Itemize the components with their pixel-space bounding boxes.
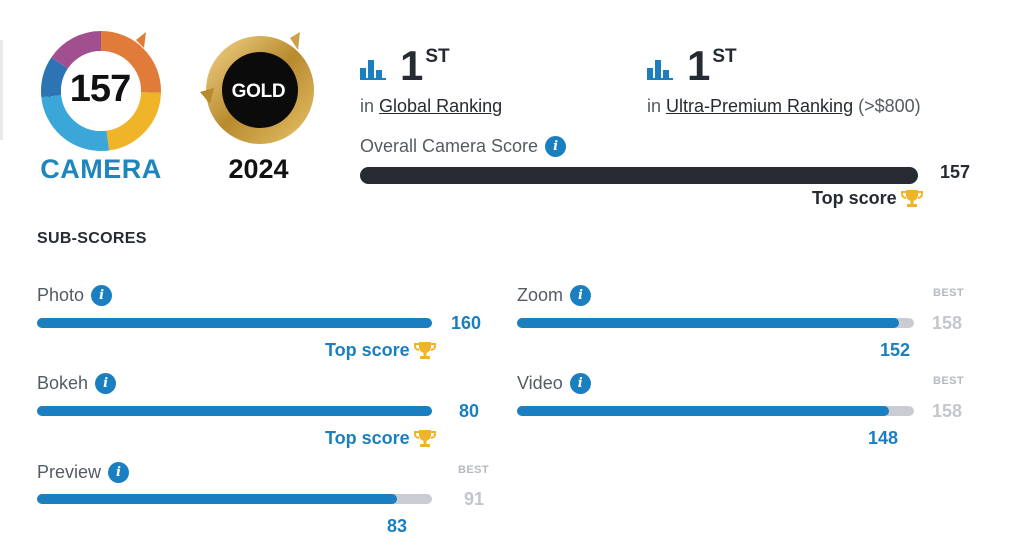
best-value: 91: [464, 489, 485, 509]
bar-chart-icon: [360, 60, 386, 80]
overall-score-text: Overall Camera Score: [360, 136, 539, 156]
subscore-video: Video i BEST 158 148: [517, 373, 977, 453]
trophy-icon: [900, 189, 923, 207]
overall-top-score-label: Top score: [812, 188, 897, 208]
global-rank-prefix: in: [360, 96, 375, 116]
overall-top-score: Top score: [812, 188, 923, 209]
subscore-label-text: Zoom: [517, 285, 564, 305]
gold-badge: GOLD 2024: [196, 30, 321, 190]
subscore-value: 152: [880, 340, 911, 360]
left-edge-divider: [0, 40, 3, 140]
subscore-bokeh: Bokeh i 80 Top score: [37, 373, 497, 453]
subscore-label: Zoom i: [517, 285, 592, 306]
subscore-bar-track: [517, 318, 914, 328]
subscore-photo: Photo i 160 Top score: [37, 285, 497, 365]
subscore-bar-fill: [37, 318, 432, 328]
gold-label: GOLD: [231, 81, 286, 102]
info-icon[interactable]: i: [570, 285, 592, 306]
best-tag: BEST: [933, 287, 964, 299]
ultra-premium-price-note: (>$800): [858, 96, 921, 116]
ultra-premium-rank-prefix: in: [647, 96, 662, 116]
subscore-zoom: Zoom i BEST 158 152: [517, 285, 977, 365]
subscore-label-text: Photo: [37, 285, 85, 305]
info-icon[interactable]: i: [545, 136, 567, 157]
subscore-top-score: Top score: [325, 340, 436, 361]
best-value: 158: [932, 313, 963, 333]
subscore-value: 148: [868, 428, 899, 448]
gold-medal-icon: [200, 32, 314, 144]
subscore-label-text: Preview: [37, 462, 102, 482]
subscore-label: Photo i: [37, 285, 113, 306]
subscore-value: 160: [451, 313, 482, 333]
subscore-label: Bokeh i: [37, 373, 117, 394]
top-score-label: Top score: [325, 428, 410, 448]
subscore-label: Video i: [517, 373, 591, 394]
global-ranking: 1 ST in Global Ranking: [360, 44, 502, 117]
camera-label: CAMERA: [40, 154, 162, 184]
best-tag: BEST: [933, 375, 964, 387]
info-icon[interactable]: i: [95, 373, 117, 394]
overall-score-label: Overall Camera Score i: [360, 136, 567, 157]
subscores-title: SUB-SCORES: [37, 230, 147, 247]
best-value: 158: [932, 401, 963, 421]
subscore-value: 80: [459, 401, 480, 421]
info-icon[interactable]: i: [91, 285, 113, 306]
ultra-premium-rank-number: 1: [687, 42, 711, 89]
bar-chart-icon: [647, 60, 673, 80]
subscore-bar-fill: [517, 318, 899, 328]
subscore-bar-track: [37, 318, 432, 328]
gold-year: 2024: [228, 154, 289, 184]
subscore-bar-track: [37, 406, 432, 416]
ultra-premium-rank-suffix: ST: [712, 46, 737, 67]
global-ranking-link[interactable]: Global Ranking: [379, 96, 503, 116]
info-icon[interactable]: i: [569, 373, 591, 394]
subscore-preview: Preview i BEST 91 83: [37, 462, 497, 542]
trophy-icon: [413, 341, 436, 359]
top-score-label: Top score: [325, 340, 410, 360]
subscore-top-score: Top score: [325, 428, 436, 449]
subscore-label-text: Video: [517, 373, 563, 393]
trophy-icon: [413, 429, 436, 447]
subscore-bar-track: [37, 494, 432, 504]
global-rank-suffix: ST: [425, 46, 450, 67]
overall-score-value: 157: [939, 162, 970, 182]
camera-ring-icon: [41, 31, 161, 151]
subscore-value: 83: [387, 516, 408, 536]
subscore-bar-fill: [37, 494, 398, 504]
subscore-label: Preview i: [37, 462, 130, 483]
overall-score-bar: [360, 167, 918, 184]
subscore-label-text: Bokeh: [37, 373, 89, 393]
global-rank-number: 1: [400, 42, 424, 89]
best-tag: BEST: [458, 464, 489, 476]
subscore-bar-track: [517, 406, 914, 416]
ultra-premium-ranking: 1 ST in Ultra-Premium Ranking (>$800): [647, 44, 921, 117]
subscore-bar-fill: [37, 406, 432, 416]
info-icon[interactable]: i: [108, 462, 130, 483]
subscore-bar-fill: [517, 406, 889, 416]
camera-score-badge: 157 CAMERA: [36, 30, 166, 190]
camera-score-value: 157: [69, 68, 131, 110]
ultra-premium-ranking-link[interactable]: Ultra-Premium Ranking: [666, 96, 854, 116]
